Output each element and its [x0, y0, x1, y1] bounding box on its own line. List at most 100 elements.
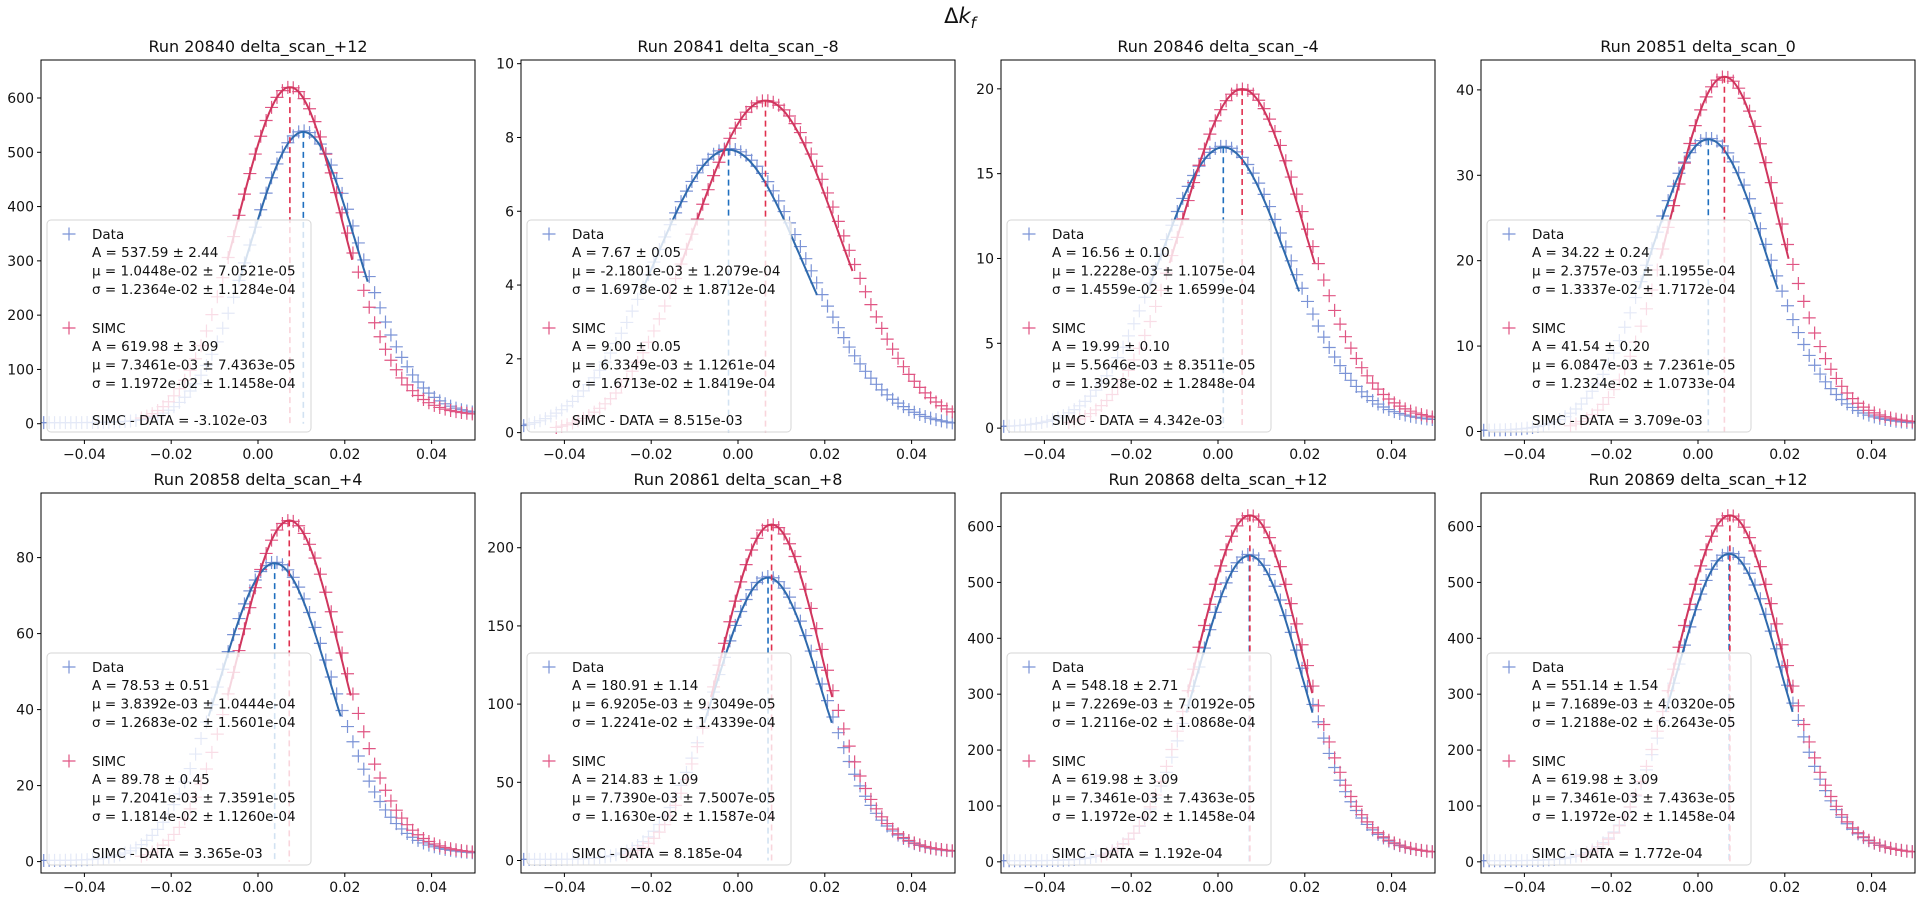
legend-simc-stat: μ = 7.3461e-03 ± 7.4363e-05 — [1052, 791, 1256, 807]
simc-point — [875, 810, 889, 824]
simc-point — [1409, 842, 1423, 856]
simc-point — [1420, 844, 1434, 858]
y-tick-label: 8 — [505, 130, 514, 146]
legend-data-stat: σ = 1.2116e-02 ± 1.0868e-04 — [1052, 715, 1256, 731]
simc-point — [351, 265, 365, 279]
data-point — [831, 726, 845, 740]
simc-point — [460, 406, 474, 420]
legend-simc-stat: σ = 1.1630e-02 ± 1.1587e-04 — [572, 809, 776, 825]
x-tick-label: −0.02 — [630, 880, 673, 896]
y-tick-label: 0 — [25, 855, 34, 871]
x-tick-label: 0.02 — [1289, 447, 1320, 463]
data-point — [891, 396, 905, 410]
legend: Data A = 551.14 ± 1.54 μ = 7.1689e-03 ± 4.… — [1502, 660, 1736, 862]
y-tick-label: 40 — [1456, 83, 1474, 99]
legend-simc-stat: σ = 1.1814e-02 ± 1.1260e-04 — [92, 809, 296, 825]
data-point — [270, 555, 284, 569]
simc-point — [346, 246, 360, 260]
x-tick-label: −0.02 — [1110, 880, 1153, 896]
simc-point — [1387, 836, 1401, 850]
data-point — [826, 310, 840, 324]
legend-data-label: Data — [572, 660, 604, 676]
legend-diff-text: SIMC - DATA = -3.102e-03 — [92, 413, 268, 429]
data-point — [945, 416, 955, 430]
data-point — [777, 581, 791, 595]
legend-simc-stat: σ = 1.3928e-02 ± 1.2848e-04 — [1052, 376, 1256, 392]
legend-simc-marker — [1502, 754, 1516, 768]
simc-point — [389, 363, 403, 377]
y-tick-label: 600 — [7, 91, 34, 107]
simc-point — [368, 316, 382, 330]
simc-point — [826, 684, 840, 698]
simc-point — [389, 803, 403, 817]
simc-point — [1786, 257, 1800, 271]
simc-point — [853, 271, 867, 285]
simc-point — [362, 300, 376, 314]
data-point — [842, 340, 856, 354]
legend-simc-label: SIMC — [572, 754, 606, 770]
simc-point — [1301, 659, 1315, 673]
x-tick-label: 0.04 — [1856, 880, 1887, 896]
legend-data-stat: μ = 2.3757e-03 ± 1.1955e-04 — [1532, 264, 1736, 280]
data-point — [346, 735, 360, 749]
subplot-6: Run 20861 delta_scan_+8 −0.04 −0.02 0.00 0.0… — [487, 470, 956, 896]
data-point — [1786, 313, 1800, 327]
x-tick-label: 0.00 — [722, 447, 753, 463]
legend-simc-stat: μ = 7.2041e-03 ± 7.3591e-05 — [92, 791, 296, 807]
simc-point — [1414, 408, 1428, 422]
y-tick-label: 0 — [25, 417, 34, 433]
simc-point — [1791, 276, 1805, 290]
y-tick-label: 200 — [487, 541, 514, 557]
data-point — [1721, 546, 1735, 560]
simc-point — [934, 843, 948, 857]
data-point — [368, 785, 382, 799]
data-point — [918, 409, 932, 423]
legend-data-stat: μ = 7.1689e-03 ± 4.0320e-05 — [1532, 697, 1736, 713]
data-point — [351, 749, 365, 763]
simc-point — [1905, 414, 1915, 428]
simc-point — [373, 330, 387, 344]
simc-point — [1846, 821, 1860, 835]
data-point — [406, 368, 420, 382]
x-tick-label: −0.02 — [150, 880, 193, 896]
x-tick-label: 0.00 — [1682, 447, 1713, 463]
legend-diff-text: SIMC - DATA = 3.365e-03 — [92, 846, 263, 862]
simc-point — [924, 841, 938, 855]
data-point — [1802, 348, 1816, 362]
simc-point — [1824, 362, 1838, 376]
simc-point — [1355, 361, 1369, 375]
simc-point — [395, 811, 409, 825]
data-point — [815, 677, 829, 691]
simc-point — [1813, 340, 1827, 354]
legend-data-stat: A = 548.18 ± 2.71 — [1052, 678, 1178, 694]
simc-point — [384, 794, 398, 808]
simc-point — [433, 400, 447, 414]
simc-point — [1829, 371, 1843, 385]
legend: Data A = 34.22 ± 0.24 μ = 2.3757e-03 ± 1.1… — [1502, 227, 1736, 429]
data-point — [368, 286, 382, 300]
data-point — [821, 299, 835, 313]
subplot-5: Run 20858 delta_scan_+4 −0.04 −0.02 0.00 0.0… — [16, 470, 476, 896]
simc-point — [896, 830, 910, 844]
x-tick-label: −0.04 — [543, 880, 586, 896]
data-point — [1791, 326, 1805, 340]
simc-point — [1398, 402, 1412, 416]
data-point — [1797, 338, 1811, 351]
simc-point — [831, 703, 845, 717]
data-point — [772, 575, 786, 589]
legend-data-marker — [542, 660, 556, 674]
data-point — [362, 774, 376, 788]
data-point — [373, 795, 387, 809]
data-point — [1257, 558, 1271, 572]
simc-point — [1900, 844, 1914, 858]
data-point — [1333, 359, 1347, 373]
figure-title-symbol: k — [958, 4, 971, 28]
simc-point — [1781, 659, 1795, 673]
data-point — [1311, 715, 1325, 729]
simc-point — [864, 298, 878, 312]
data-fit-curve — [1637, 138, 1779, 290]
simc-point — [1867, 836, 1881, 850]
data-point — [378, 803, 392, 817]
x-tick-label: −0.02 — [1110, 447, 1153, 463]
subplot-title: Run 20851 delta_scan_0 — [1600, 37, 1796, 57]
